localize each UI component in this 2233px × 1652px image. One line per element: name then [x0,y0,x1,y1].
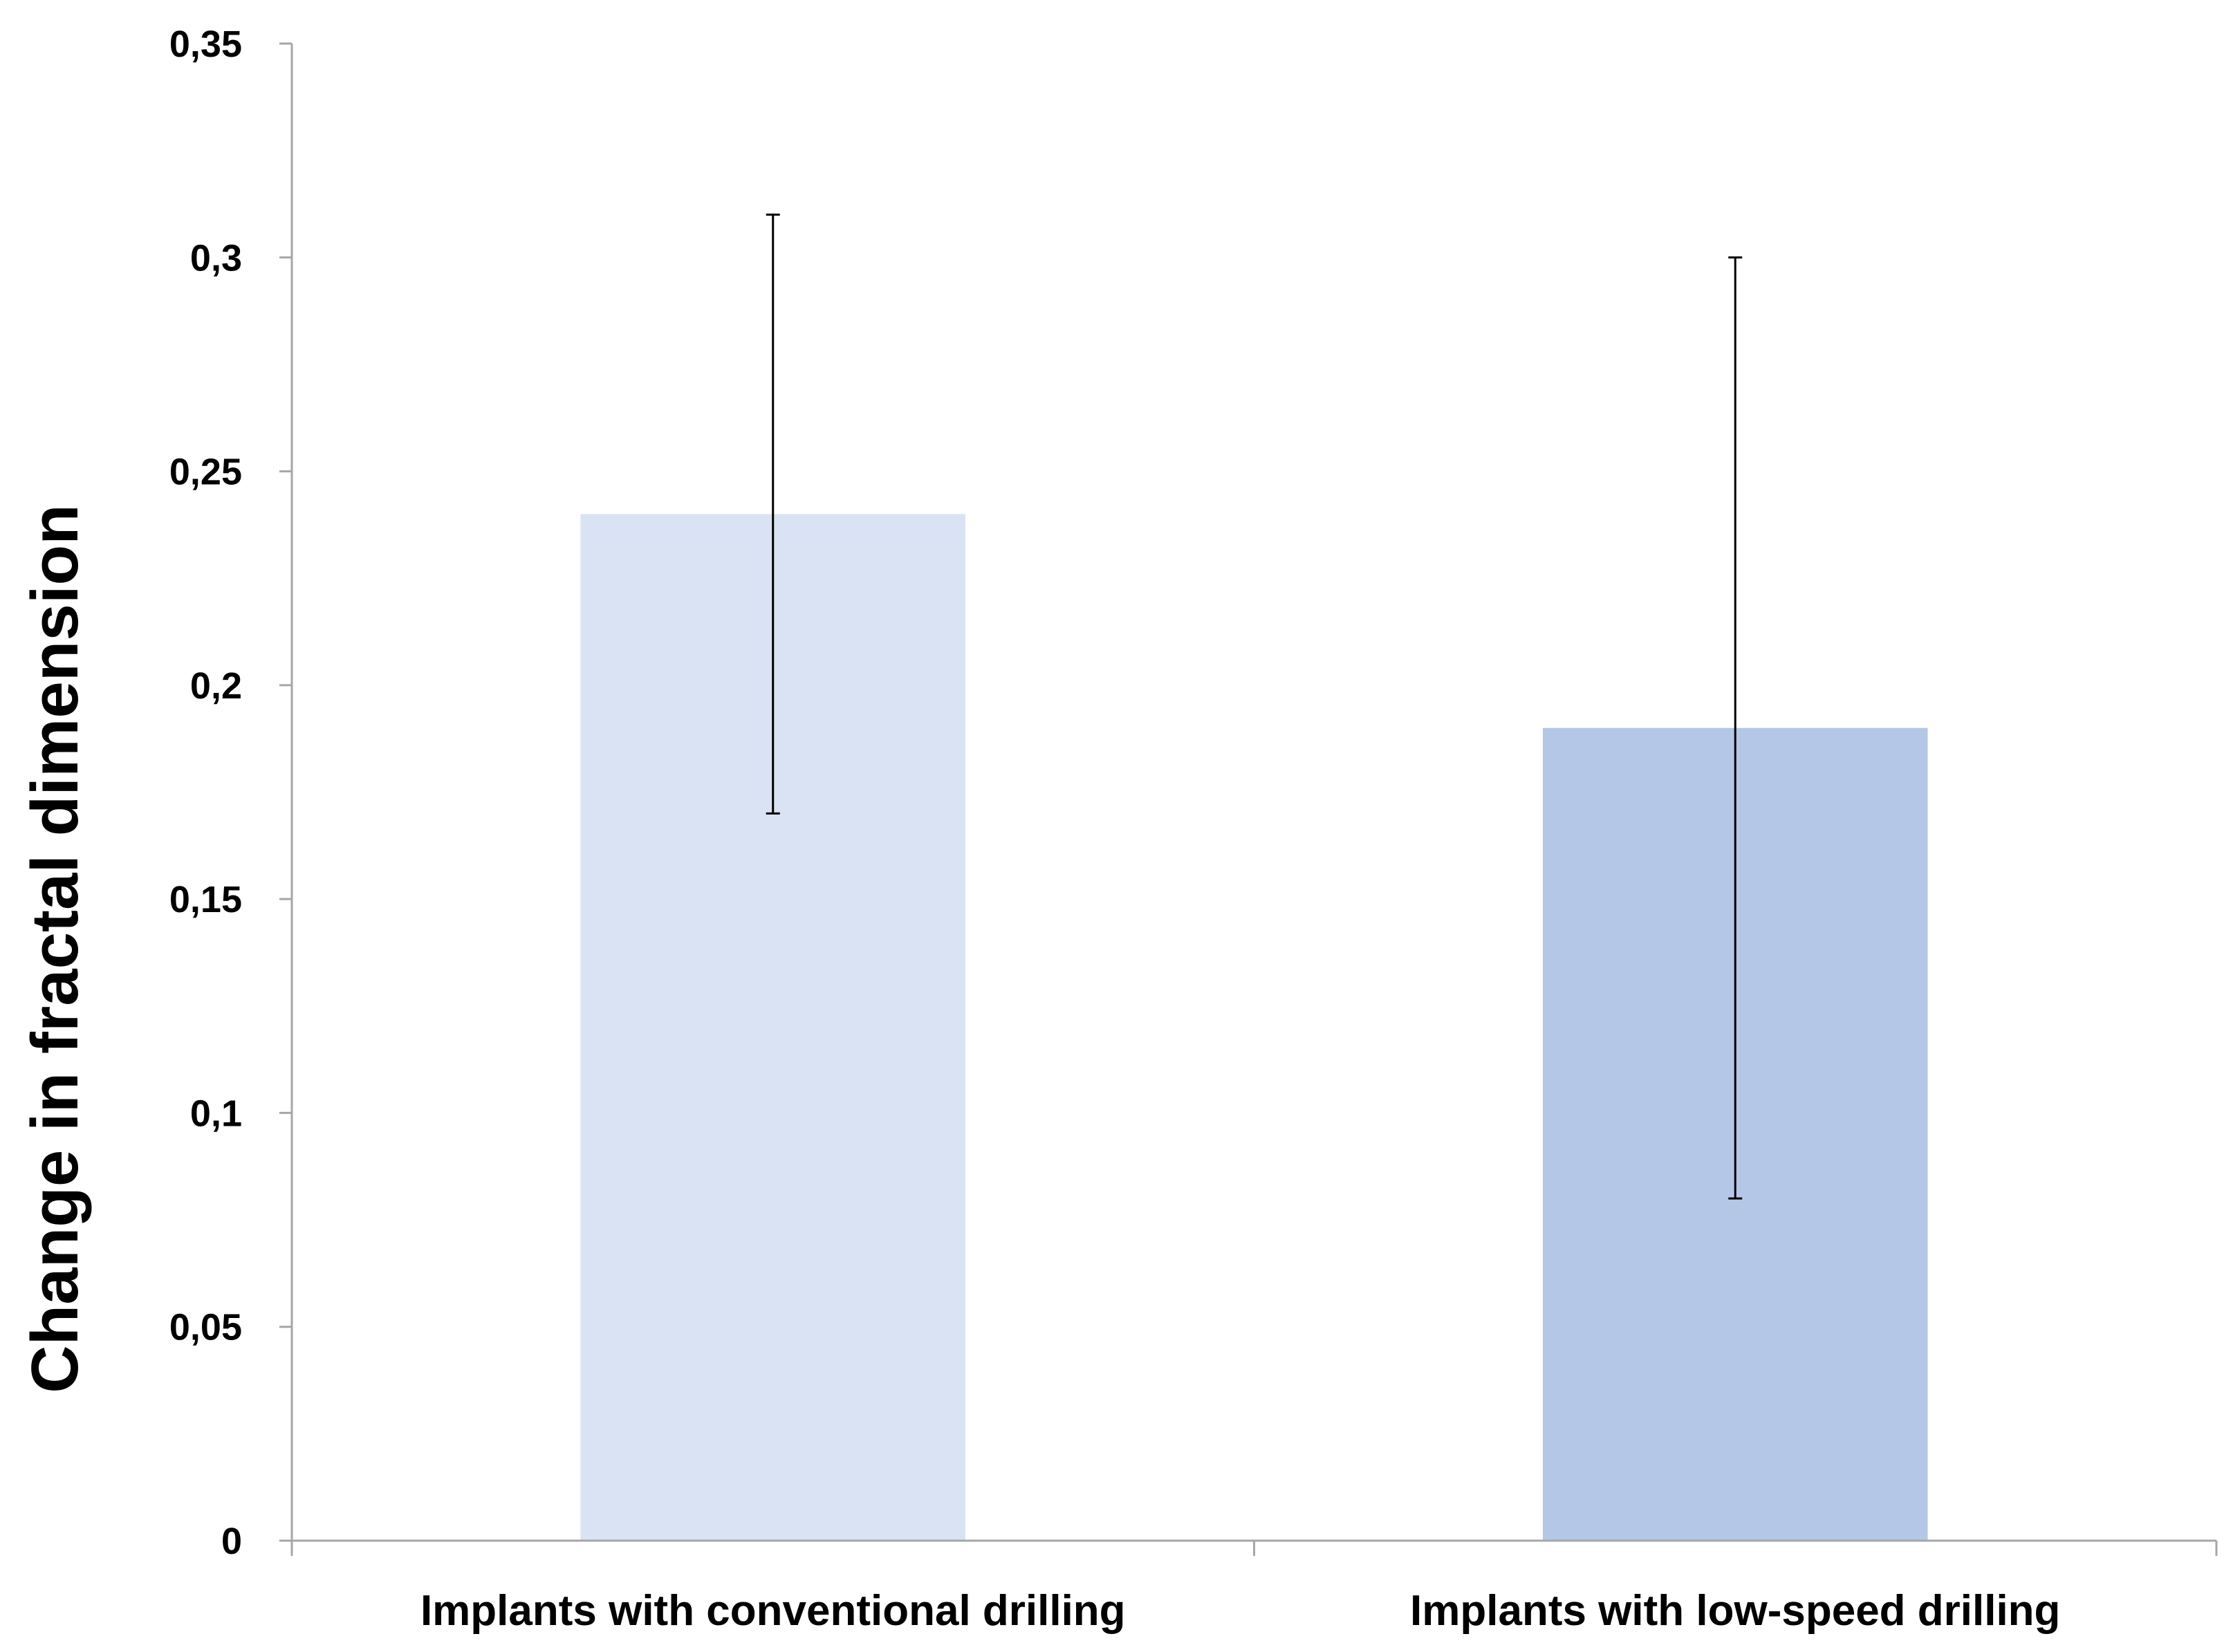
y-tick-label: 0,15 [169,879,242,920]
y-axis-title: Change in fractal dimension [18,504,92,1393]
axes [290,44,2218,1556]
x-category-label: Implants with low-speed drilling [1410,1587,2060,1635]
y-tick-label: 0,1 [190,1093,242,1134]
y-tick-label: 0,05 [169,1307,242,1348]
error-bars [766,213,1743,1200]
bars [580,514,1928,1541]
y-tick-label: 0,35 [169,24,242,65]
x-category-label: Implants with conventional drilling [420,1587,1126,1635]
y-tick-label: 0 [221,1521,242,1562]
y-axis-ticks: 0 0,05 0,1 0,15 0,2 0,25 0,3 0,35 [169,24,292,1562]
x-axis-category-labels: Implants with conventional drilling Impla… [420,1587,2061,1635]
y-tick-label: 0,3 [190,237,242,279]
y-tick-label: 0,25 [169,452,242,493]
y-tick-label: 0,2 [190,665,242,707]
